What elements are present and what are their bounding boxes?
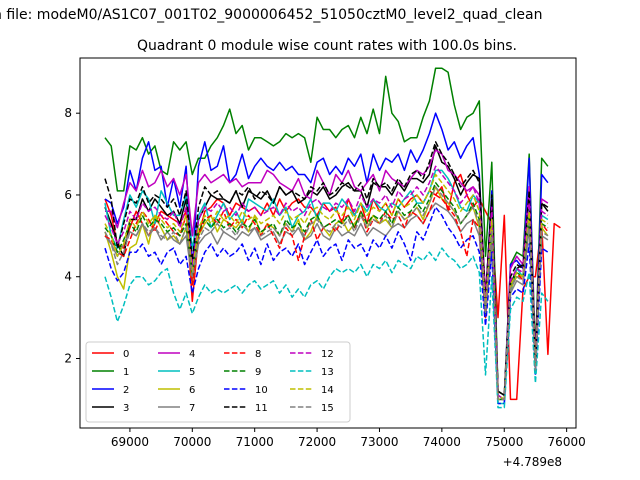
series-line-7 xyxy=(104,202,549,401)
y-tick-label: 8 xyxy=(64,106,72,120)
y-tick-label: 6 xyxy=(64,188,72,202)
legend-label-5: 5 xyxy=(189,367,195,378)
series-line-9 xyxy=(104,181,549,401)
y-tick-label: 2 xyxy=(64,351,72,365)
axes-frame xyxy=(79,57,577,429)
legend-label-9: 9 xyxy=(255,367,261,378)
series-line-1 xyxy=(104,67,549,397)
x-tick-label: 74000 xyxy=(423,435,461,449)
y-axis: 2 4 6 8 xyxy=(64,106,80,365)
legend-label-13: 13 xyxy=(321,367,334,378)
legend-label-0: 0 xyxy=(123,349,129,360)
legend-label-10: 10 xyxy=(255,385,268,396)
legend-label-15: 15 xyxy=(321,403,334,414)
legend-label-14: 14 xyxy=(321,385,334,396)
legend-label-3: 3 xyxy=(123,403,129,414)
legend-label-7: 7 xyxy=(189,403,195,414)
legend-label-6: 6 xyxy=(189,385,195,396)
series-line-11 xyxy=(104,141,549,397)
series-line-12 xyxy=(104,165,549,401)
series-line-14 xyxy=(104,173,549,401)
series-line-3 xyxy=(104,145,549,397)
figure-suptitle: n file: modeM0/AS1C07_001T02_9000006452_… xyxy=(0,7,542,23)
series-line-10 xyxy=(104,206,549,405)
chart-title: Quadrant 0 module wise count rates with … xyxy=(137,38,517,54)
x-tick-label: 72000 xyxy=(298,435,336,449)
x-tick-label: 73000 xyxy=(360,435,398,449)
legend-label-4: 4 xyxy=(189,349,195,360)
legend-label-8: 8 xyxy=(255,349,261,360)
x-tick-label: 76000 xyxy=(548,435,586,449)
x-tick-label: 71000 xyxy=(236,435,274,449)
legend-label-12: 12 xyxy=(321,349,334,360)
legend-label-1: 1 xyxy=(123,367,129,378)
series-layer xyxy=(104,67,561,409)
series-line-13 xyxy=(104,247,549,409)
legend-label-2: 2 xyxy=(123,385,129,396)
series-line-2 xyxy=(104,112,549,401)
x-axis: 69000 70000 71000 72000 73000 74000 75000 76000 xyxy=(111,428,586,449)
x-tick-label: 75000 xyxy=(485,435,523,449)
x-offset-label: +4.789e8 xyxy=(503,455,562,469)
y-tick-label: 4 xyxy=(64,270,72,284)
legend-label-11: 11 xyxy=(255,403,268,414)
series-line-5 xyxy=(104,169,549,405)
x-tick-label: 69000 xyxy=(111,435,149,449)
legend-frame xyxy=(85,341,351,423)
x-tick-label: 70000 xyxy=(173,435,211,449)
